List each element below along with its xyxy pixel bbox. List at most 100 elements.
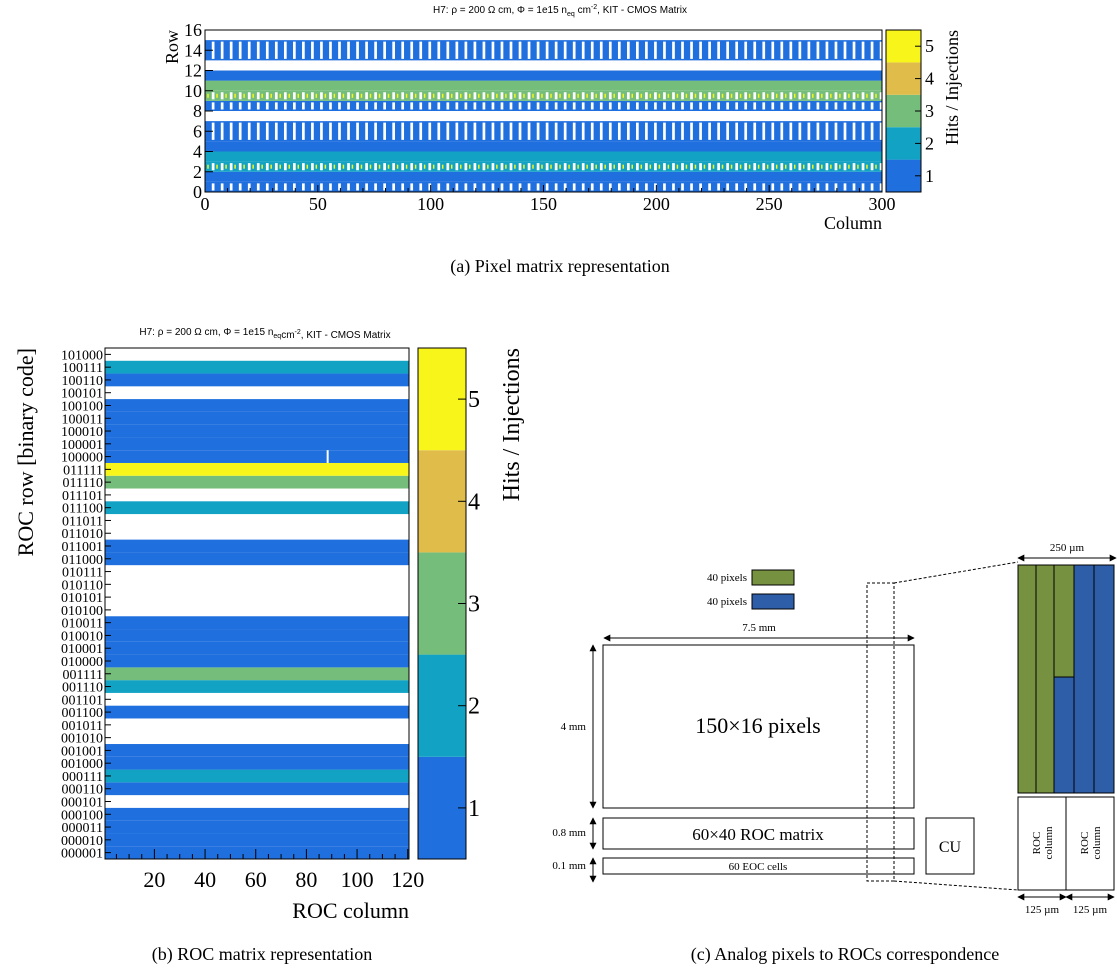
heatmap-gap: [374, 163, 377, 171]
heatmap-gap: [735, 163, 739, 171]
heatmap-gap: [816, 102, 820, 110]
eoc-height-label: 0.1 mm: [552, 860, 586, 872]
heatmap-gap: [608, 183, 612, 191]
heatmap-yellow-cell: [559, 93, 561, 98]
heatmap-gap: [753, 122, 757, 140]
heatmap-gap: [491, 102, 495, 110]
roc-heatmap-row: [105, 424, 409, 438]
roc-heatmap-row: [105, 782, 409, 796]
heatmap-gap: [283, 41, 287, 59]
heatmap-yellow-cell: [839, 93, 841, 98]
heatmap-gap: [446, 163, 450, 171]
heatmap-yellow-cell: [279, 164, 281, 169]
heatmap-yellow-cell: [812, 164, 814, 169]
heatmap-gap: [744, 102, 748, 110]
heatmap-gap: [473, 41, 477, 59]
zoom-strip-3-bottom: [1053, 676, 1075, 794]
roc-y-tick-label: 011110: [63, 476, 103, 491]
heatmap-yellow-cell: [460, 164, 462, 169]
y-tick-label: 12: [184, 61, 202, 81]
heatmap-gap: [338, 163, 341, 171]
heatmap-gap: [464, 122, 468, 140]
roc-y-tick-label: 100000: [61, 451, 103, 466]
heatmap-gap: [780, 122, 784, 140]
pixel-matrix-label: 150×16 pixels: [695, 713, 820, 738]
heatmap-yellow-cell: [857, 164, 859, 169]
heatmap-row-band: [205, 171, 882, 182]
roc-colorbar-tick-label: 2: [468, 694, 480, 720]
heatmap-gap: [482, 183, 486, 191]
heatmap-gap: [617, 183, 621, 191]
heatmap-yellow-cell: [351, 164, 354, 169]
heatmap-gap: [672, 122, 675, 140]
roc-y-tick-label: 010100: [61, 604, 103, 619]
heatmap-yellow-cell: [252, 93, 254, 98]
heatmap-gap: [446, 41, 450, 59]
heatmap-yellow-cell: [649, 164, 652, 169]
heatmap-yellow-cell: [234, 164, 236, 169]
heatmap-gap: [437, 183, 441, 191]
heatmap-gap: [256, 183, 260, 191]
heatmap-gap: [383, 102, 386, 110]
roc-y-tick-label: 000100: [61, 808, 103, 823]
heatmap-gap: [338, 102, 341, 110]
heatmap-yellow-cell: [441, 93, 444, 98]
roc-heatmap-row: [105, 833, 409, 847]
heatmap-gap: [744, 183, 748, 191]
heatmap-gap: [374, 92, 377, 100]
heatmap-yellow-cell: [432, 164, 435, 169]
heatmap-gap: [265, 122, 269, 140]
zoom-strip-4: [1073, 564, 1095, 794]
heatmap-yellow-cell: [757, 164, 760, 169]
heatmap-gap: [329, 41, 332, 59]
heatmap-gap: [527, 102, 531, 110]
panel-a-x-axis: 0 50 100 150 200 250 300: [201, 185, 896, 214]
heatmap-gap: [311, 122, 314, 140]
heatmap-gap: [419, 92, 423, 100]
heatmap-gap: [320, 102, 323, 110]
heatmap-gap: [274, 183, 278, 191]
heatmap-gap: [536, 92, 540, 100]
heatmap-gap: [220, 122, 224, 140]
heatmap-gap: [527, 183, 531, 191]
heatmap-gap: [771, 163, 775, 171]
heatmap-yellow-cell: [766, 164, 769, 169]
heatmap-gap: [690, 102, 693, 110]
heatmap-yellow-cell: [243, 164, 245, 169]
heatmap-gap: [852, 183, 856, 191]
roc-x-tick-label: 100: [341, 867, 374, 892]
heatmap-yellow-cell: [866, 164, 868, 169]
roc-heatmap-row: [105, 462, 409, 476]
panel-b-caption: (b) ROC matrix representation: [152, 944, 372, 965]
heatmap-gap: [861, 183, 865, 191]
heatmap-gap: [428, 183, 432, 191]
heatmap-yellow-cell: [640, 164, 643, 169]
heatmap-gap: [753, 183, 757, 191]
heatmap-yellow-cell: [830, 164, 832, 169]
heatmap-gap: [293, 41, 296, 59]
height-label: 4 mm: [561, 721, 587, 733]
roc-heatmap-row: [105, 501, 409, 515]
heatmap-yellow-cell: [234, 93, 236, 98]
heatmap-gap: [545, 163, 549, 171]
heatmap-gap: [347, 92, 350, 100]
y-tick-label: 16: [184, 20, 202, 40]
heatmap-yellow-cell: [297, 93, 300, 98]
heatmap-gap: [455, 92, 459, 100]
heatmap-gap: [311, 41, 314, 59]
heatmap-yellow-cell: [649, 93, 652, 98]
zoom-line-top: [893, 561, 1019, 584]
panel-a-ylabel: Row: [162, 30, 182, 64]
heatmap-gap: [410, 102, 414, 110]
heatmap-gap: [446, 92, 450, 100]
heatmap-gap: [473, 163, 477, 171]
heatmap-gap: [663, 183, 666, 191]
heatmap-yellow-cell: [866, 93, 868, 98]
panel-c: 40 pixels 40 pixels 7.5 mm 150×16 pixels…: [552, 542, 1117, 965]
heatmap-gap: [329, 102, 332, 110]
panel-b-ylabel: ROC row [binary code]: [13, 348, 38, 556]
heatmap-gap: [672, 183, 675, 191]
heatmap-gap: [699, 41, 702, 59]
heatmap-gap: [464, 102, 468, 110]
